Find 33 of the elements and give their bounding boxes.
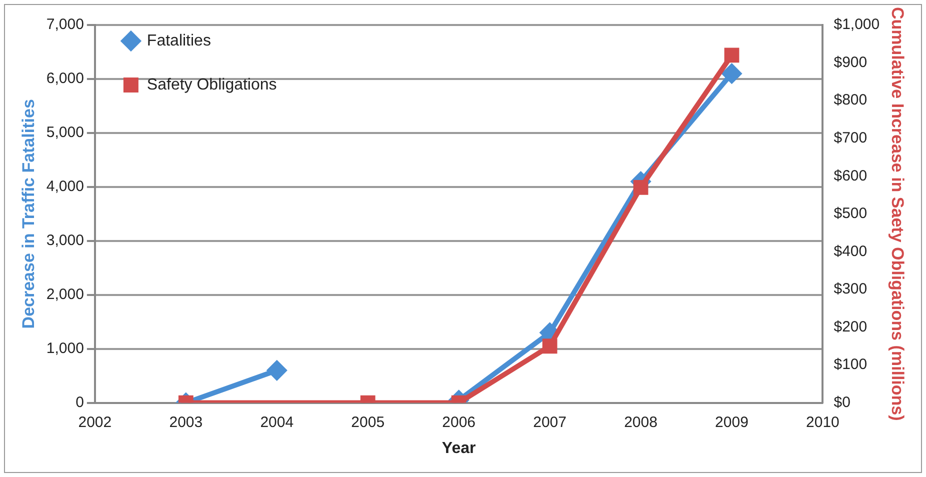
x-tick-label: 2002 bbox=[78, 414, 112, 431]
y2-tick-label: $0 bbox=[834, 394, 850, 411]
x-tick-label: 2010 bbox=[806, 414, 840, 431]
y2-tick-label: $1,000 bbox=[834, 16, 880, 34]
x-axis-title: Year bbox=[442, 440, 476, 457]
y-tick-label: 0 bbox=[76, 394, 84, 411]
x-tick-label: 2007 bbox=[533, 414, 566, 431]
x-tick-label: 2006 bbox=[442, 414, 476, 431]
y-tick-label: 6,000 bbox=[46, 70, 84, 88]
legend-label: Fatalities bbox=[146, 32, 211, 50]
y2-tick-label: $700 bbox=[834, 129, 868, 146]
y2-tick-label: $400 bbox=[834, 242, 868, 260]
y-tick-label: 7,000 bbox=[46, 16, 84, 34]
y2-axis-title: Cumulative Increase in Saety Obligations (millions) bbox=[888, 7, 908, 421]
y-tick-label: 1,000 bbox=[46, 340, 84, 357]
y2-tick-label: $200 bbox=[834, 318, 868, 336]
legend-label: Safety Obligations bbox=[146, 76, 277, 94]
y2-tick-label: $800 bbox=[834, 92, 868, 109]
y-tick-label: 5,000 bbox=[46, 124, 84, 142]
x-tick-label: 2003 bbox=[169, 414, 203, 431]
y-tick-label: 4,000 bbox=[46, 178, 84, 196]
y2-tick-label: $300 bbox=[834, 280, 868, 298]
y2-tick-label: $600 bbox=[834, 167, 868, 184]
x-tick-label: 2004 bbox=[260, 414, 294, 431]
y2-tick-label: $900 bbox=[834, 54, 868, 71]
y2-tick-label: $500 bbox=[834, 205, 868, 222]
y-axis-title: Decrease in Traffic Fatalities bbox=[18, 99, 38, 329]
y-tick-label: 2,000 bbox=[46, 286, 84, 303]
x-tick-label: 2005 bbox=[351, 414, 385, 431]
y2-tick-label: $100 bbox=[834, 356, 868, 374]
x-tick-label: 2008 bbox=[624, 414, 658, 431]
y-tick-label: 3,000 bbox=[46, 232, 84, 250]
x-tick-label: 2009 bbox=[715, 414, 748, 431]
